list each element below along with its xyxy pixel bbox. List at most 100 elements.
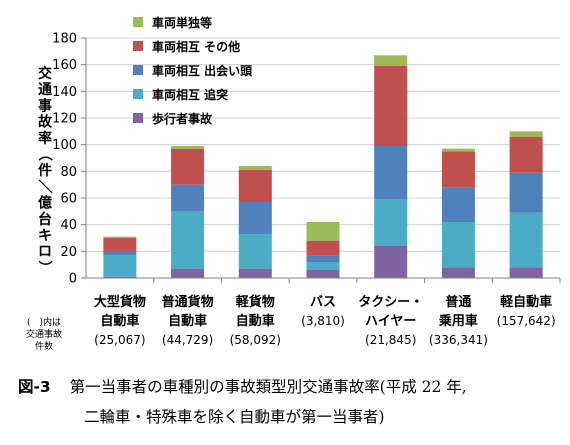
bar-segment — [374, 66, 408, 146]
y-tick-label: 60 — [60, 192, 77, 207]
x-category-label: 普通 — [445, 294, 471, 310]
y-tick-label: 140 — [52, 85, 77, 100]
x-category-label: 自動車 — [100, 313, 139, 329]
x-category-count: (3,810) — [301, 314, 345, 328]
x-category-label: 軽貨物 — [236, 294, 275, 310]
y-axis-label-char: 件 — [38, 162, 52, 179]
y-axis-label-char: ロ — [38, 244, 52, 260]
bar-segment — [103, 255, 137, 277]
bar-segment — [509, 267, 543, 278]
y-axis-label-char: ） — [36, 260, 52, 274]
x-category-count: (58,092) — [230, 333, 281, 347]
y-axis-label-char: 交 — [38, 65, 52, 82]
y-tick-label: 160 — [52, 58, 77, 73]
bar-segment — [238, 234, 272, 269]
x-category-label: バス — [310, 295, 336, 310]
y-tick-label: 100 — [52, 138, 77, 153]
bar-segment — [306, 222, 340, 241]
gridlines — [86, 37, 560, 252]
x-category-label: 普通貨物 — [162, 294, 214, 310]
bar-segment — [441, 148, 475, 152]
bar-segment — [306, 262, 340, 270]
y-axis-label-char: 故 — [38, 114, 53, 131]
legend-label: 車両単独等 — [152, 15, 212, 30]
bar-segment — [441, 267, 475, 278]
x-category-label: 大型貨物 — [94, 294, 146, 310]
y-tick-label: 40 — [60, 218, 77, 233]
legend-swatch — [133, 65, 143, 75]
bar-segment — [374, 246, 408, 278]
bar-segment — [374, 199, 408, 246]
bar-segment — [441, 222, 475, 268]
x-category-label: ハイヤー — [365, 314, 416, 329]
legend-label: 車両相互 追突 — [152, 87, 228, 102]
y-axis-label-char: （ — [36, 147, 52, 161]
y-axis-label-char: 台 — [38, 211, 52, 228]
x-category-label: 軽自動車 — [500, 294, 552, 310]
y-tick-label: 180 — [52, 32, 77, 47]
count-note-line: ( )内は — [27, 316, 61, 328]
axes: 0 20 40 60 80 100 120 140 160 180 — [52, 32, 561, 287]
legend-swatch — [133, 89, 143, 99]
figure-caption: 図-3 第一当事者の車種別の事故類型別交通事故率(平成 22 年, 二輪車・特殊… — [18, 372, 563, 432]
caption-line-1: 第一当事者の車種別の事故類型別交通事故率(平成 22 年, — [69, 378, 467, 396]
count-note-line: 交通事故 — [26, 328, 62, 340]
x-category-label: 乗用車 — [438, 313, 478, 329]
x-category-count: (336,341) — [429, 333, 488, 347]
bar-segment — [509, 172, 543, 213]
bar-segment — [374, 146, 408, 200]
y-axis-label-char: 億 — [38, 195, 52, 212]
bar-segment — [238, 202, 272, 234]
caption-line-2: 二輪車・特殊車を除く自動車が第一当事者) — [84, 408, 385, 426]
y-axis-label-char: キ — [38, 228, 52, 244]
bars — [103, 55, 543, 278]
y-tick-label: 120 — [52, 112, 77, 127]
legend-swatch — [133, 41, 143, 51]
figure-label: 図-3 — [18, 378, 51, 396]
legend-swatch — [133, 113, 143, 123]
x-category-count: (44,729) — [162, 333, 213, 347]
bar-segment — [306, 270, 340, 278]
x-category-count: (21,845) — [365, 333, 416, 347]
y-axis-label-char: ／ — [36, 179, 52, 193]
bar-segment — [171, 146, 205, 149]
count-note-line: 件数 — [35, 340, 53, 352]
legend-label: 歩行者事故 — [152, 111, 213, 126]
x-category-label: 自動車 — [168, 313, 207, 329]
bar-segment — [306, 255, 340, 262]
y-tick-label: 0 — [69, 272, 77, 287]
bar-segment — [103, 251, 137, 256]
bar-segment — [171, 184, 205, 212]
y-axis-label-char: 事 — [38, 97, 52, 114]
bar-segment — [306, 240, 340, 256]
legend-swatch — [133, 17, 143, 27]
bar-segment — [441, 151, 475, 188]
x-category-label: 自動車 — [236, 313, 275, 329]
bar-segment — [171, 148, 205, 185]
y-tick-label: 80 — [60, 165, 77, 180]
bar-segment — [103, 236, 137, 238]
y-axis-label-char: 率 — [38, 130, 52, 147]
x-category-count: (157,642) — [497, 314, 556, 328]
bar-segment — [509, 212, 543, 268]
bar-segment — [238, 166, 272, 170]
x-category-count: (25,067) — [94, 333, 145, 347]
y-tick-label: 20 — [60, 245, 77, 260]
bar-segment — [171, 211, 205, 269]
bar-segment — [509, 131, 543, 137]
y-axis-label-char: 通 — [38, 82, 52, 98]
legend-label: 車両相互 その他 — [152, 39, 240, 54]
bar-segment — [374, 55, 408, 66]
bar-segment — [441, 187, 475, 222]
bar-segment — [238, 170, 272, 202]
bar-segment — [171, 268, 205, 278]
legend-label: 車両相互 出会い頭 — [152, 63, 253, 78]
x-category-label: タクシー・ — [358, 295, 423, 310]
bar-segment — [509, 136, 543, 173]
bar-segment — [103, 238, 137, 252]
